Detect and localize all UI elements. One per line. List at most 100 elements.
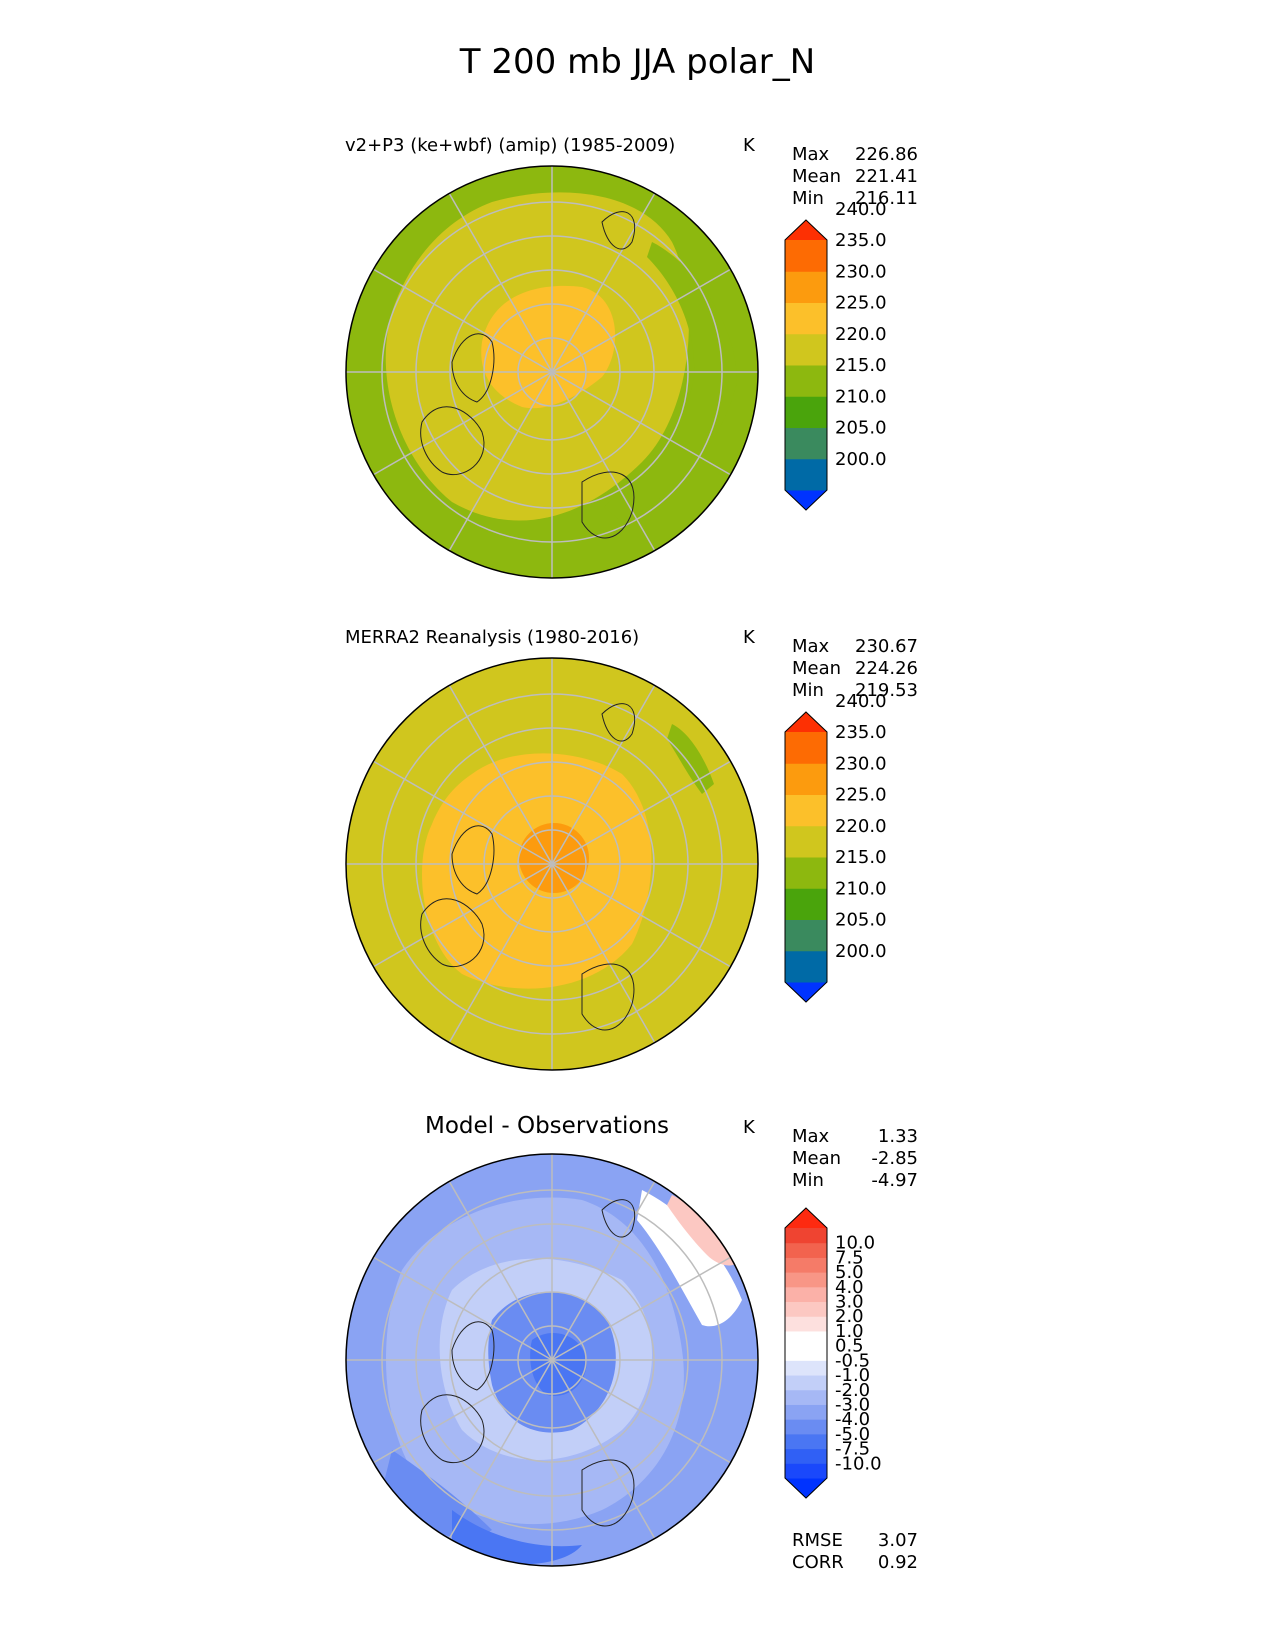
colorbar-bin <box>785 1463 827 1479</box>
colorbar-tick-label: 215.0 <box>835 847 887 868</box>
panel-subtitle: v2+P3 (ke+wbf) (amip) (1985-2009) <box>345 135 676 156</box>
colorbar-bin <box>785 1389 827 1405</box>
colorbar-tick-label: 4.0 <box>835 1277 864 1298</box>
colorbar-ticks: 200.0 205.0 210.0 215.0 220.0 225.0 230.0 235.0… <box>835 691 887 962</box>
colorbar-bin <box>785 1419 827 1435</box>
colorbar-bin <box>785 950 827 983</box>
map-boundary <box>345 657 759 1071</box>
colorbar-bin <box>785 271 827 303</box>
colorbar-bin <box>785 1404 827 1420</box>
stat-label: Min <box>792 1170 824 1191</box>
colorbar-tick-label: 200.0 <box>835 941 887 962</box>
stat-label: Min <box>792 680 824 701</box>
colorbar-tick-label: 210.0 <box>835 386 887 407</box>
colorbar-tick-label: -1.0 <box>835 1365 870 1386</box>
panel-metrics: RMSE 3.07 CORR 0.92 <box>792 1530 918 1574</box>
panel-units: K <box>743 135 755 156</box>
colorbar-extend-min <box>785 982 827 1002</box>
colorbar-bin <box>785 427 827 460</box>
panel-units: K <box>743 627 755 648</box>
panel-subtitle: MERRA2 Reanalysis (1980-2016) <box>345 627 640 648</box>
stat-value: -2.85 <box>871 1148 918 1169</box>
stat-value: 216.11 <box>855 188 918 209</box>
colorbar-bin <box>785 1345 827 1361</box>
polar-map-model <box>345 165 759 579</box>
colorbar-outline <box>784 711 828 1003</box>
colorbar-tick-label: 205.0 <box>835 418 887 439</box>
stat-label: Max <box>792 144 830 165</box>
colorbar-tick-label: 240.0 <box>835 691 887 712</box>
colorbar-tick-label: -7.5 <box>835 1439 870 1460</box>
colorbar-bin <box>785 1360 827 1376</box>
metric-label: CORR <box>792 1552 844 1573</box>
stat-value: -4.97 <box>871 1170 918 1191</box>
colorbar-ticks: 200.0 205.0 210.0 215.0 220.0 225.0 230.0 235.0… <box>835 199 887 470</box>
colorbar-bin <box>785 825 827 858</box>
colorbar-bin <box>785 1257 827 1273</box>
colorbar-tick-label: 235.0 <box>835 230 887 251</box>
metric-label: RMSE <box>792 1530 843 1551</box>
colorbar-tick-label: -5.0 <box>835 1424 870 1445</box>
colorbar-tick-label: 225.0 <box>835 293 887 314</box>
colorbar-tick-label: 5.0 <box>835 1262 864 1283</box>
colorbar-bin <box>785 1286 827 1303</box>
graticule <box>346 166 758 578</box>
figure-title: T 200 mb JJA polar_N <box>459 42 816 82</box>
colorbar-extend-max <box>785 712 827 732</box>
colorbar-obs: 200.0 205.0 210.0 215.0 220.0 225.0 230.0 235.0… <box>784 691 887 1003</box>
colorbar-tick-label: 215.0 <box>835 355 887 376</box>
colorbar-tick-label: 200.0 <box>835 449 887 470</box>
colorbar-bin <box>785 919 827 952</box>
colorbar-bin <box>785 1316 827 1332</box>
colorbar-outline <box>784 1207 828 1499</box>
map-field-region <box>667 1195 742 1266</box>
colorbar-extend-min <box>785 1478 827 1498</box>
stat-value: 219.53 <box>855 680 918 701</box>
colorbar-tick-label: 0.5 <box>835 1336 864 1357</box>
stat-label: Mean <box>792 166 842 187</box>
stat-label: Min <box>792 188 824 209</box>
colorbar-tick-label: 210.0 <box>835 878 887 899</box>
stat-label: Mean <box>792 1148 842 1169</box>
colorbar-outline <box>784 219 828 511</box>
colorbar-bin <box>785 888 827 920</box>
colorbar-tick-label: 225.0 <box>835 785 887 806</box>
map-field-region <box>519 823 589 893</box>
map-boundary <box>345 165 759 579</box>
colorbar-tick-label: 220.0 <box>835 324 887 345</box>
colorbar-tick-label: 235.0 <box>835 722 887 743</box>
panel-units: K <box>743 1117 755 1138</box>
coastlines <box>420 1199 636 1527</box>
colorbar-ticks: -10.0-7.5-5.0-4.0-3.0-2.0-1.0-0.50.51.02… <box>835 1233 882 1475</box>
stat-value: 221.41 <box>855 166 918 187</box>
colorbar-tick-label: 2.0 <box>835 1306 864 1327</box>
colorbar-bin <box>785 794 827 827</box>
stat-value: 1.33 <box>877 1126 918 1147</box>
panel-stats: Max 230.67 Mean 224.26 Min 219.53 <box>792 636 918 702</box>
colorbar-bin <box>785 1375 827 1391</box>
colorbar-tick-label: 10.0 <box>835 1233 875 1254</box>
coastlines <box>420 703 636 1031</box>
map-field-region <box>452 1510 582 1565</box>
colorbar-tick-label: 230.0 <box>835 753 887 774</box>
colorbar-bin <box>785 857 827 889</box>
colorbar-bin <box>785 1272 827 1288</box>
graticule <box>346 658 758 1070</box>
colorbar-tick-label: 7.5 <box>835 1247 864 1268</box>
colorbar-bin <box>785 1330 827 1347</box>
colorbar-tick-label: -0.5 <box>835 1350 870 1371</box>
colorbar-model: 200.0 205.0 210.0 215.0 220.0 225.0 230.0 235.0… <box>784 199 887 511</box>
colorbar-bin <box>785 458 827 491</box>
colorbar-tick-label: 205.0 <box>835 910 887 931</box>
colorbar-extend-max <box>785 220 827 240</box>
colorbar-bin <box>785 763 827 795</box>
graticule <box>346 1154 758 1566</box>
colorbar-bin <box>785 732 827 764</box>
colorbar-bin <box>785 1242 827 1258</box>
map-field-region <box>667 724 714 794</box>
map-field-region <box>637 1190 742 1327</box>
colorbar-bin <box>785 333 827 366</box>
colorbar-bins <box>784 711 828 1003</box>
colorbar-tick-label: 3.0 <box>835 1292 864 1313</box>
map-boundary <box>345 1153 759 1567</box>
